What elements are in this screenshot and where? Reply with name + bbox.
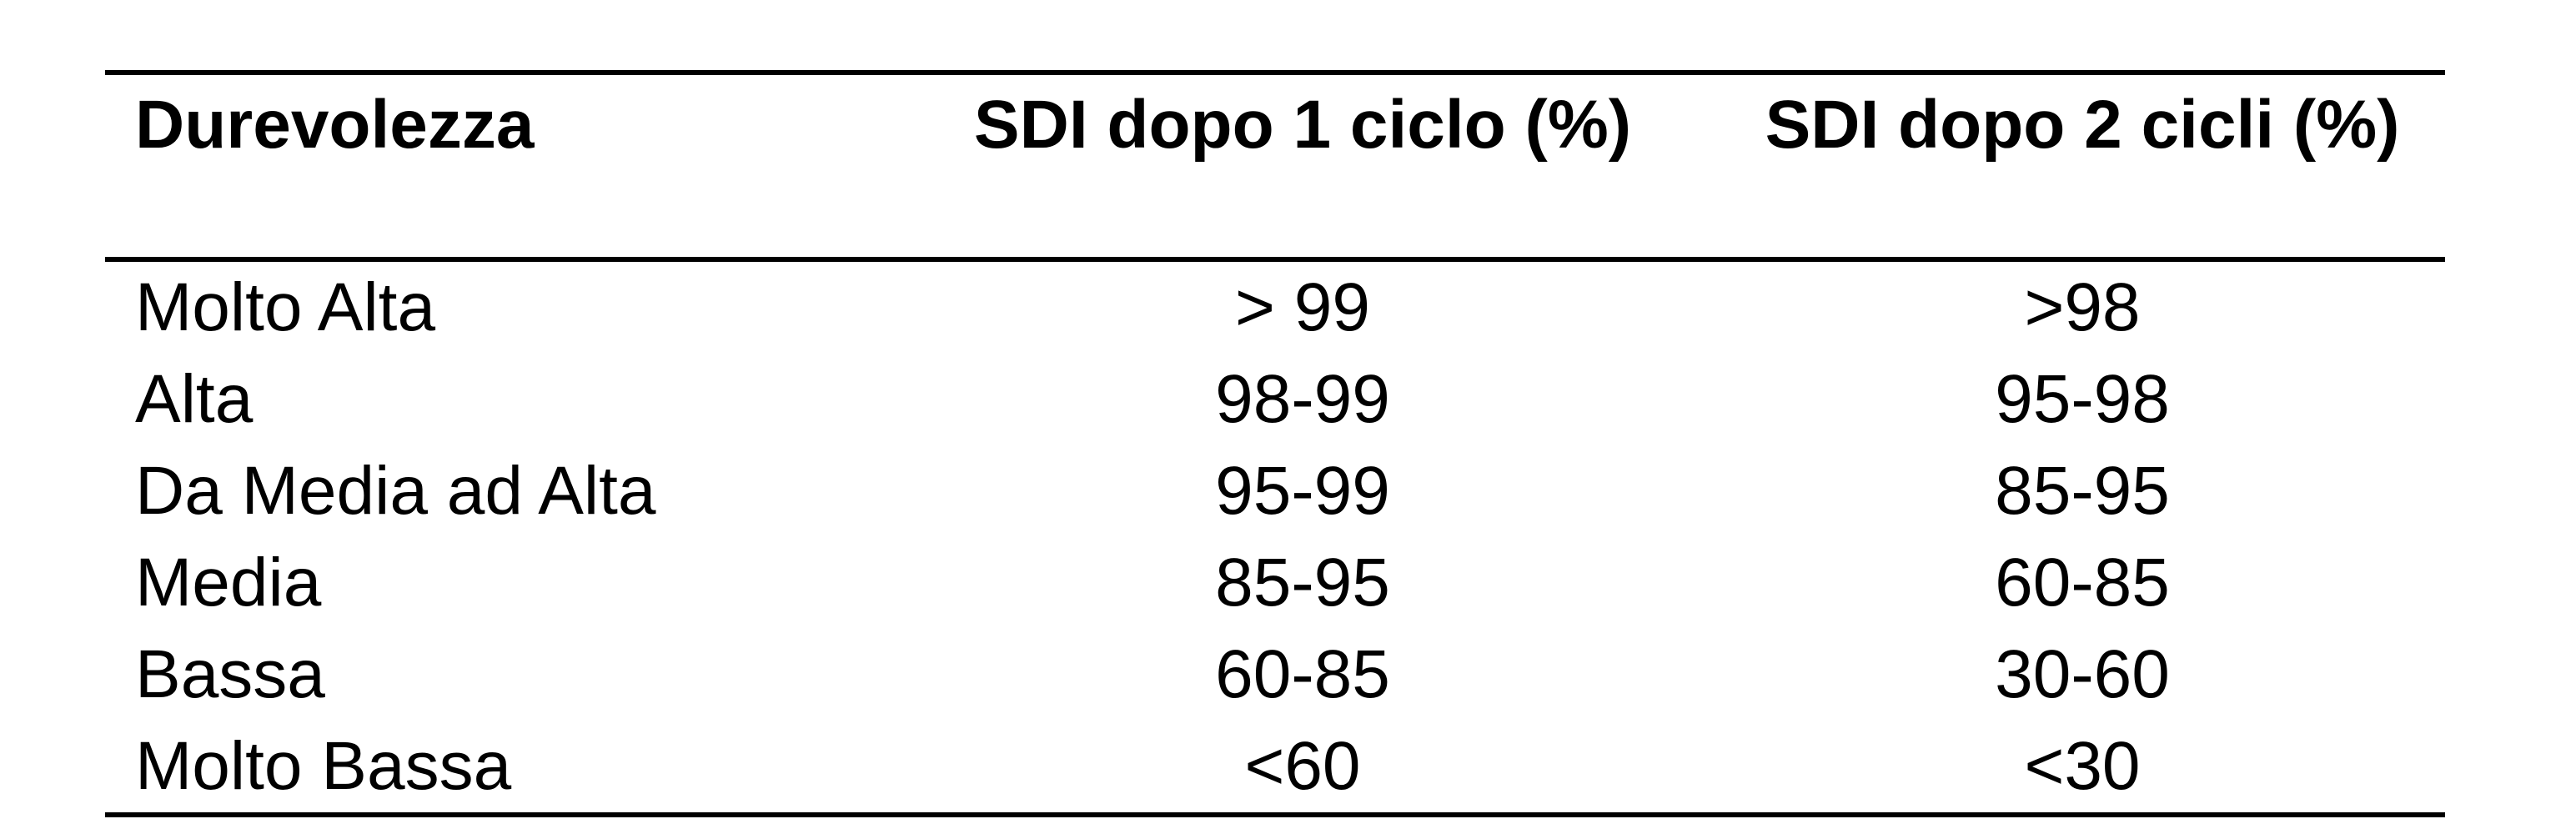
cell-sdi-1-ciclo: 60-85: [1215, 636, 1390, 712]
table-row: Molto Alta > 99 >98: [105, 259, 2445, 354]
table-header: Durevolezza SDI dopo 1 ciclo (%) SDI dop…: [105, 73, 2445, 259]
cell-durevolezza: Bassa: [135, 636, 325, 712]
cell-sdi-1-ciclo: > 99: [1235, 269, 1370, 345]
table-row: Molto Bassa <60 <30: [105, 721, 2445, 815]
table-row: Media 85-95 60-85: [105, 537, 2445, 629]
cell-durevolezza: Da Media ad Alta: [135, 453, 656, 529]
cell-sdi-1-ciclo: 85-95: [1215, 545, 1390, 620]
cell-durevolezza: Media: [135, 545, 322, 620]
header-sdi-2-cicli: SDI dopo 2 cicli (%): [1765, 87, 2400, 163]
table-row: Da Media ad Alta 95-99 85-95: [105, 445, 2445, 537]
table-row: Bassa 60-85 30-60: [105, 629, 2445, 721]
cell-sdi-2-cicli: 95-98: [1995, 361, 2170, 437]
cell-durevolezza: Alta: [135, 361, 254, 437]
cell-sdi-2-cicli: 85-95: [1995, 453, 2170, 529]
cell-sdi-1-ciclo: <60: [1244, 728, 1361, 804]
durability-table-container: Durevolezza SDI dopo 1 ciclo (%) SDI dop…: [105, 70, 2445, 817]
table-body: Molto Alta > 99 >98 Alta 98-99 95-98 Da …: [105, 259, 2445, 815]
cell-sdi-1-ciclo: 98-99: [1215, 361, 1390, 437]
header-row: Durevolezza SDI dopo 1 ciclo (%) SDI dop…: [105, 73, 2445, 259]
cell-sdi-2-cicli: <30: [2024, 728, 2141, 804]
cell-sdi-2-cicli: >98: [2024, 269, 2141, 345]
cell-sdi-2-cicli: 60-85: [1995, 545, 2170, 620]
cell-sdi-1-ciclo: 95-99: [1215, 453, 1390, 529]
durability-table: Durevolezza SDI dopo 1 ciclo (%) SDI dop…: [105, 70, 2445, 817]
header-sdi-1-ciclo: SDI dopo 1 ciclo (%): [973, 87, 1632, 163]
cell-durevolezza: Molto Alta: [135, 269, 436, 345]
header-durevolezza: Durevolezza: [135, 87, 535, 163]
cell-sdi-2-cicli: 30-60: [1995, 636, 2170, 712]
table-row: Alta 98-99 95-98: [105, 354, 2445, 445]
cell-durevolezza: Molto Bassa: [135, 728, 512, 804]
